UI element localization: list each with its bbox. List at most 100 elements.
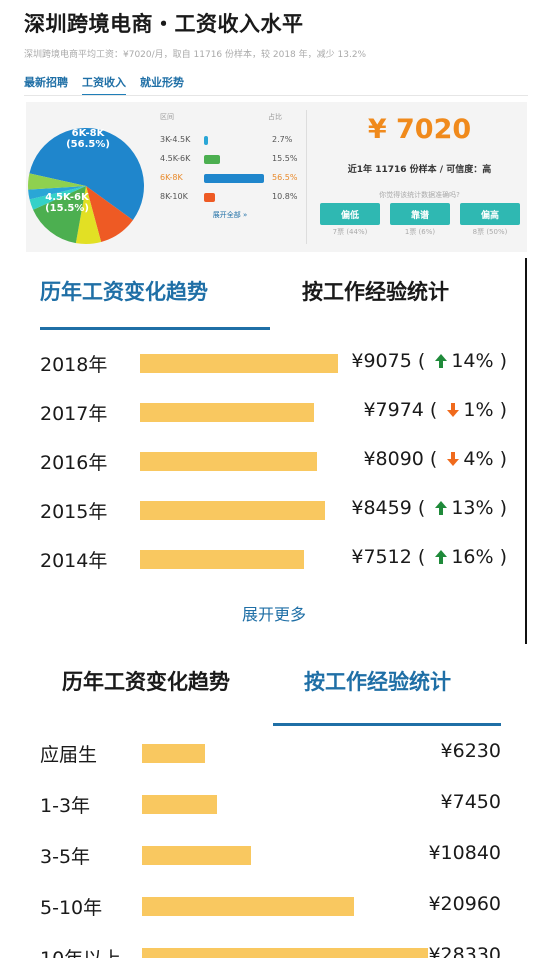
trend-tabs: 历年工资变化趋势 按工作经验统计 (23, 258, 527, 330)
salary-amount: ¥9075 (351, 350, 412, 372)
year-label: 2017年 (40, 403, 108, 425)
tab-latest-jobs[interactable]: 最新招聘 (24, 76, 68, 89)
distribution-row: 3K-4.5K 2.7% (160, 130, 320, 149)
salary-bar (140, 452, 317, 471)
salary-amount: ¥8090 (363, 448, 424, 470)
experience-row: 10年以上 ¥28330 (23, 934, 527, 958)
trend-row: 2015年 ¥8459 ( 13% ) (23, 487, 527, 533)
salary-bar (140, 501, 325, 520)
pie-slice (33, 186, 86, 244)
panel-divider (306, 110, 307, 244)
change-percent: 16% (451, 546, 494, 568)
salary-amount: ¥7450 (440, 791, 501, 813)
experience-label: 3-5年 (40, 846, 91, 868)
active-tab-underline (40, 327, 270, 330)
salary-summary: ¥ 7020 近1年 11716 份样本 / 可信度：高 你觉得该统计数据准确吗… (312, 102, 527, 252)
vote-accurate-count: 1票 (6%) (404, 228, 436, 236)
tab-employment[interactable]: 就业形势 (140, 76, 184, 89)
tab-yearly-trend[interactable]: 历年工资变化趋势 (62, 670, 230, 694)
salary-bar (142, 795, 218, 814)
header-range: 区间 (160, 113, 174, 121)
trend-row: 2017年 ¥7974 ( 1% ) (23, 389, 527, 435)
pie-label-6k-8k: 6K-8K (56.5%) (56, 128, 120, 150)
change-percent: 14% (451, 350, 494, 372)
salary-bar (142, 897, 354, 916)
range-percent: 2.7% (272, 135, 293, 144)
experience-label: 应届生 (40, 744, 98, 766)
salary-amount: ¥8459 (351, 497, 412, 519)
distribution-table: 区间 占比 3K-4.5K 2.7% 4.5K-6K 15.5% 6K-8K 56.5% 8… (160, 112, 320, 220)
range-bar (204, 135, 208, 145)
pie-slice (29, 186, 86, 210)
year-label: 2016年 (40, 452, 108, 474)
experience-card: 历年工资变化趋势 按工作经验统计 应届生 ¥6230 1-3年 ¥7450 3-5年 ¥1… (23, 648, 527, 958)
experience-row: 1-3年 ¥7450 (23, 781, 527, 827)
salary-bar (142, 948, 428, 958)
salary-amount: ¥7974 (363, 399, 424, 421)
tab-salary[interactable]: 工资收入 (82, 74, 126, 96)
tab-by-experience[interactable]: 按工作经验统计 (302, 280, 449, 304)
range-percent: 10.8% (272, 192, 298, 201)
pie-slice (29, 128, 144, 221)
salary-panel: 6K-8K (56.5%) 4.5K-6K (15.5%) 区间 占比 3K-4… (26, 102, 527, 252)
vote-accurate-button[interactable]: 靠谱 (390, 203, 450, 225)
header-pct: 占比 (268, 113, 282, 121)
distribution-row: 8K-10K 10.8% (160, 187, 320, 206)
tab-by-experience[interactable]: 按工作经验统计 (304, 670, 451, 694)
distribution-row: 6K-8K 56.5% (160, 168, 320, 187)
vote-low-count: 7票 (44%) (332, 228, 368, 236)
salary-bar (140, 403, 314, 422)
arrow-down-icon (447, 452, 460, 466)
pie-svg (28, 128, 144, 245)
expand-all-link[interactable]: 展开全部 » (212, 211, 248, 219)
experience-label: 10年以上 (40, 944, 121, 958)
pie-slice (75, 186, 102, 245)
distribution-row: 4.5K-6K 15.5% (160, 149, 320, 168)
range-label: 4.5K-6K (160, 154, 191, 163)
tab-yearly-trend[interactable]: 历年工资变化趋势 (40, 280, 208, 304)
year-label: 2015年 (40, 501, 108, 523)
range-bar (204, 192, 216, 202)
year-label: 2018年 (40, 354, 108, 376)
range-percent: 15.5% (272, 154, 298, 163)
pie-slice (28, 173, 87, 190)
range-bar (204, 173, 264, 183)
range-label: 6K-8K (160, 173, 183, 182)
salary-value: ¥7974 ( 1% ) (363, 399, 507, 421)
salary-pie-chart: 6K-8K (56.5%) 4.5K-6K (15.5%) (26, 102, 156, 252)
arrow-down-icon (447, 403, 460, 417)
pie-label-pct: (56.5%) (66, 139, 110, 150)
salary-amount: ¥10840 (428, 842, 501, 864)
range-label: 8K-10K (160, 192, 188, 201)
arrow-up-icon (435, 550, 448, 564)
vote-counts: 7票 (44%) 1票 (6%) 8票 (50%) (320, 227, 520, 237)
pie-label-range: 4.5K-6K (45, 192, 89, 203)
sample-info: 近1年 11716 份样本 / 可信度：高 (347, 165, 492, 175)
accuracy-question: 你觉得该统计数据准确吗? (379, 191, 460, 199)
salary-amount: ¥20960 (428, 893, 501, 915)
change-percent: 13% (451, 497, 494, 519)
vote-low-button[interactable]: 偏低 (320, 203, 380, 225)
salary-amount: ¥28330 (428, 944, 501, 958)
arrow-up-icon (435, 354, 448, 368)
pie-slice (28, 186, 87, 200)
trend-row: 2018年 ¥9075 ( 14% ) (23, 340, 527, 386)
salary-bar (140, 550, 304, 569)
active-tab-underline (273, 723, 501, 726)
expand-more-link[interactable]: 展开更多 (241, 605, 306, 624)
pie-label-4-5k-6k: 4.5K-6K (15.5%) (32, 192, 102, 214)
top-tabs: 最新招聘 工资收入 就业形势 (24, 74, 198, 96)
salary-amount: ¥6230 (440, 740, 501, 762)
salary-bar (140, 354, 338, 373)
experience-row: 3-5年 ¥10840 (23, 832, 527, 878)
salary-bar (142, 744, 205, 763)
experience-label: 5-10年 (40, 897, 103, 919)
pie-label-range: 6K-8K (71, 128, 105, 139)
page-subtitle: 深圳跨境电商平均工资：¥7020/月，取自 11716 份样本，较 2018 年… (24, 50, 367, 60)
vote-buttons: 偏低 靠谱 偏高 (320, 203, 520, 225)
vote-high-button[interactable]: 偏高 (460, 203, 520, 225)
tab-divider (24, 95, 528, 96)
range-bar-track (204, 173, 268, 183)
page-title: 深圳跨境电商・工资收入水平 (24, 12, 304, 36)
experience-row: 应届生 ¥6230 (23, 730, 527, 776)
